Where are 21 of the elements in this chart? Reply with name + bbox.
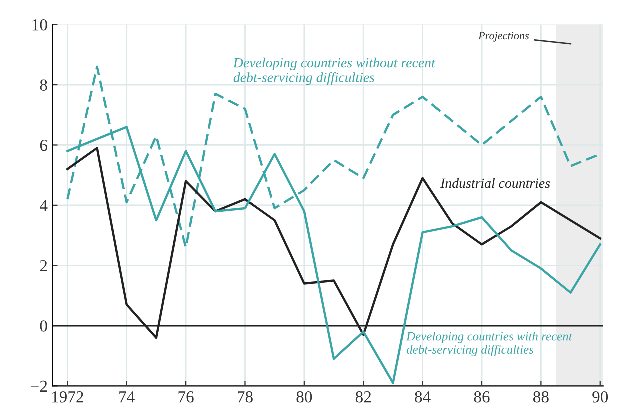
y-tick-label: 6 [40,140,48,152]
y-tick-label: 8 [40,80,48,91]
series-label: Industrial countries [440,178,550,188]
x-tick-label: 82 [356,392,372,403]
x-tick-label: 88 [533,392,549,403]
x-tick-label: 80 [296,392,312,403]
x-tick-label: 86 [474,392,490,403]
x-tick-label: 84 [415,392,431,403]
y-tick-label: 4 [40,200,48,212]
x-tick-label: 74 [120,392,135,403]
y-tick-label: 10 [32,19,48,31]
x-tick-label: 76 [178,392,194,403]
x-tick-label: 1972 [52,392,84,403]
y-tick-label: −2 [31,380,48,392]
y-tick-label: 2 [40,260,48,272]
band-label: Projections [478,32,530,42]
y-tick-label: 0 [40,320,48,332]
series-label: Developing countries without recent debt-servicing difficulties [233,58,436,86]
x-tick-label: 78 [238,392,253,403]
series-label: Developing countries with recent debt-servicing difficulties [406,332,573,357]
x-tick-label: 90 [592,392,608,403]
